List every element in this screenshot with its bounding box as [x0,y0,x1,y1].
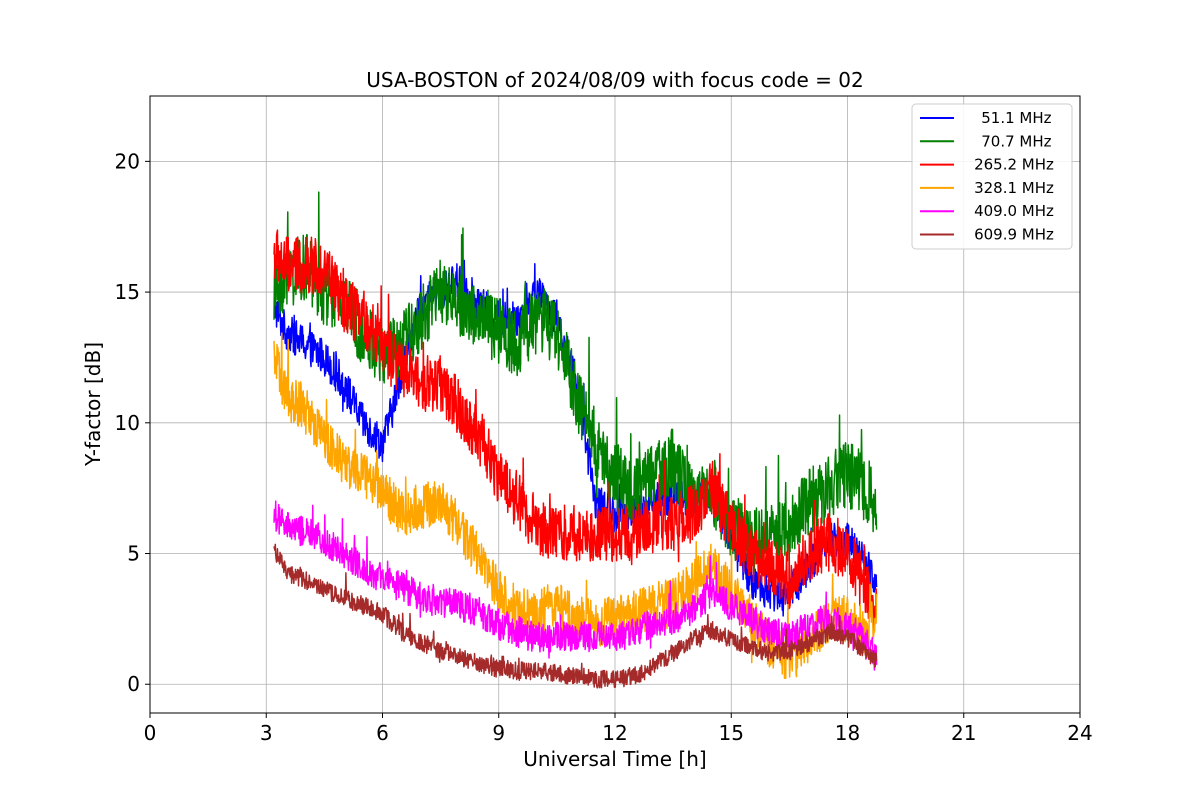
x-tick-label: 21 [951,721,976,745]
x-tick-label: 18 [835,721,860,745]
x-tick-label: 15 [719,721,744,745]
legend-label-2: 265.2 MHz [974,156,1054,174]
legend-label-0: 51.1 MHz [976,109,1051,127]
legend-label-5: 609.9 MHz [974,226,1054,244]
series-line-4 [273,500,878,671]
series-line-5 [273,543,878,689]
y-tick-label: 15 [115,280,140,304]
ticks: 0 3 6 9 12 15 18 21 24 0 5 10 15 20 [115,149,1093,745]
x-axis-label: Universal Time [h] [523,747,706,771]
x-tick-label: 3 [260,721,273,745]
chart-title: USA-BOSTON of 2024/08/09 with focus code… [366,68,863,92]
x-tick-label: 12 [602,721,627,745]
legend: 51.1 MHz 70.7 MHz 265.2 MHz 328.1 MHz 409.0… [911,103,1073,250]
series-line-2 [273,229,878,632]
y-tick-label: 5 [127,542,140,566]
x-tick-label: 9 [492,721,505,745]
y-tick-label: 20 [115,149,140,173]
legend-label-1: 70.7 MHz [976,132,1051,150]
x-tick-label: 6 [376,721,389,745]
legend-box [911,103,1073,250]
y-tick-label: 0 [127,672,140,696]
plot-area [273,191,878,689]
legend-label-4: 409.0 MHz [974,202,1054,220]
x-tick-label: 0 [144,721,157,745]
y-tick-label: 10 [115,411,140,435]
legend-label-3: 328.1 MHz [974,179,1054,197]
x-tick-label: 24 [1067,721,1092,745]
y-axis-label: Y-factor [dB] [81,342,105,467]
series-line-1 [273,191,878,575]
